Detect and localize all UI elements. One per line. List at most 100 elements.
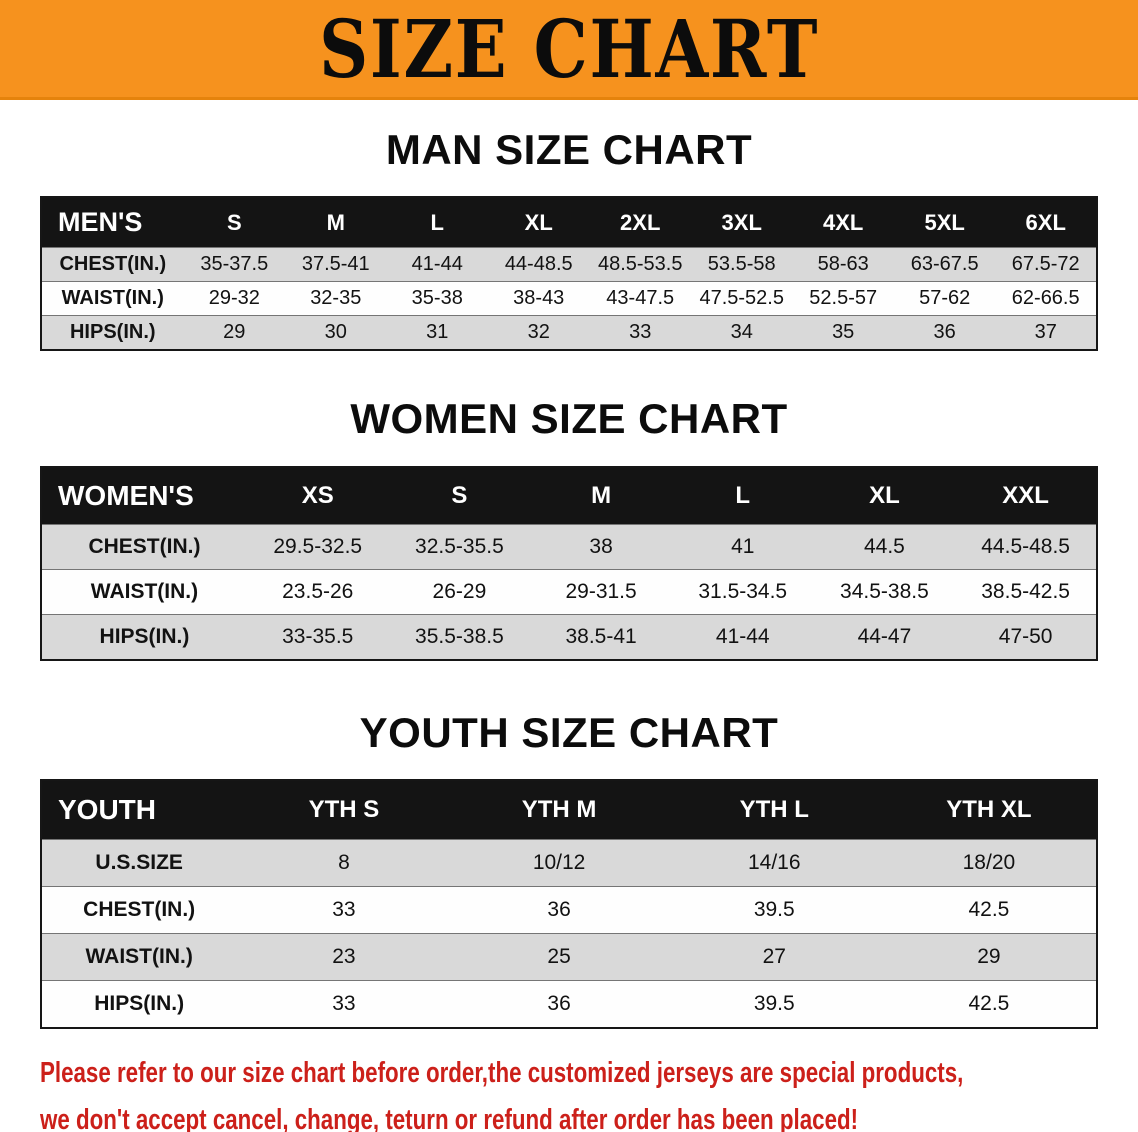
size-column-header: L [386,197,488,248]
size-column-header: YTH L [666,779,882,840]
size-value: 35-37.5 [200,253,269,276]
women-size-table: WOMEN'S XS S M L XL XXL CHEST(IN.) 29.5-32.5 32.5… [40,465,1098,661]
size-column-header: XS [246,466,389,525]
size-value: 10/12 [532,850,586,874]
size-value: 62-66.5 [1011,287,1080,310]
size-value: 26-29 [432,579,487,603]
measurement-label: HIPS(IN.) [99,624,190,648]
table-group-label: WOMEN'S [41,466,247,525]
size-value: 53.5-58 [707,253,776,276]
table-head: YOUTH YTH S YTH M YTH L YTH XL [41,779,1097,840]
size-value: 14/16 [747,850,801,874]
size-value: 38 [589,534,613,558]
table-body: CHEST(IN.) 29.5-32.5 32.5-35.5 38 41 44.5 44.5… [41,524,1097,660]
size-column-header: M [530,466,672,525]
size-column-header: S [388,466,531,525]
size-value: 25 [547,944,571,968]
size-chart-banner: SIZE CHART [0,0,1138,100]
size-column-header: XL [813,466,956,525]
size-value: 33 [332,897,356,921]
size-column-header: YTH XL [881,779,1097,840]
youth-size-table: YOUTH YTH S YTH M YTH L YTH XL U.S.SIZE 8 10/12… [40,778,1098,1029]
table-header-row: YOUTH YTH S YTH M YTH L YTH XL [41,779,1097,840]
size-value: 48.5-53.5 [597,253,683,276]
order-notice: Please refer to our size chart before or… [40,1055,1138,1132]
size-value: 47.5-52.5 [699,287,784,310]
size-column-header: 3XL [690,197,793,248]
measurement-label: HIPS(IN.) [94,991,185,1015]
size-value: 47-50 [998,624,1053,648]
measurement-row: WAIST(IN.) 23.5-26 26-29 29-31.5 31.5-34.5 34… [41,569,1097,615]
measurement-row: CHEST(IN.) 35-37.5 37.5-41 41-44 44-48.5 48.5… [41,247,1097,282]
men-size-section: MAN SIZE CHART MEN'S S M L XL 2XL 3XL 4XL 5XL 6XL… [0,100,1138,352]
size-value: 31.5-34.5 [698,579,788,603]
measurement-label: CHEST(IN.) [88,534,201,558]
size-value: 30 [324,321,347,344]
size-column-header: YTH S [236,779,452,840]
size-value: 37.5-41 [301,253,370,276]
size-value: 41 [731,534,755,558]
measurement-row: HIPS(IN.) 33 36 39.5 42.5 [41,980,1097,1028]
size-value: 42.5 [968,897,1010,921]
table-header-row: WOMEN'S XS S M L XL XXL [41,466,1097,525]
size-column-header: 4XL [792,197,894,248]
size-column-header: XL [488,197,590,248]
size-value: 36 [547,897,571,921]
measurement-label: CHEST(IN.) [83,897,196,921]
size-value: 38-43 [513,287,565,310]
youth-section-title: YOUTH SIZE CHART [359,708,779,756]
women-size-section: WOMEN SIZE CHART WOMEN'S XS S M L XL XXL CHEST(… [0,351,1138,661]
size-value: 39.5 [753,897,795,921]
size-value: 23.5-26 [282,579,354,603]
size-value: 33-35.5 [282,624,354,648]
size-column-header: S [183,197,286,248]
table-body: U.S.SIZE 8 10/12 14/16 18/20 CHEST(IN.) 33 36 39… [41,839,1097,1028]
table-head: MEN'S S M L XL 2XL 3XL 4XL 5XL 6XL [41,197,1097,248]
size-value: 35-38 [411,287,463,310]
size-value: 32-35 [310,287,362,310]
size-column-header: 5XL [893,197,996,248]
size-value: 39.5 [753,991,795,1015]
youth-size-section: YOUTH SIZE CHART YOUTH YTH S YTH M YTH L YTH… [0,661,1138,1029]
size-value: 44.5-48.5 [981,534,1070,558]
size-value: 34 [730,321,753,344]
size-value: 32 [527,321,550,344]
size-value: 29 [977,944,1001,968]
size-value: 33 [332,991,356,1015]
notice-line-2: we don't accept cancel, change, teturn o… [40,1103,859,1132]
size-value: 29-31.5 [565,579,637,603]
table-body: CHEST(IN.) 35-37.5 37.5-41 41-44 44-48.5 48.5… [41,247,1097,351]
size-value: 35.5-38.5 [415,624,504,648]
size-value: 44-47 [857,624,912,648]
size-value: 8 [338,850,350,874]
size-column-header: L [671,466,814,525]
table-group-label: YOUTH [41,779,237,840]
men-size-table: MEN'S S M L XL 2XL 3XL 4XL 5XL 6XL CHEST(IN.) 35-37… [40,196,1098,352]
size-column-header: YTH M [451,779,667,840]
size-value: 44-48.5 [504,253,573,276]
size-value: 41-44 [715,624,770,648]
measurement-row: WAIST(IN.) 23 25 27 29 [41,933,1097,981]
measurement-label: U.S.SIZE [95,850,183,874]
size-value: 29-32 [208,287,260,310]
measurement-label: WAIST(IN.) [90,579,199,603]
size-value: 43-47.5 [606,287,675,310]
measurement-row: WAIST(IN.) 29-32 32-35 35-38 38-43 43-47.5 47.… [41,281,1097,316]
banner-title: SIZE CHART [318,1,820,96]
size-value: 57-62 [919,287,971,310]
size-value: 29.5-32.5 [273,534,363,558]
women-section-title: WOMEN SIZE CHART [350,395,788,443]
size-value: 63-67.5 [910,253,979,276]
measurement-row: CHEST(IN.) 29.5-32.5 32.5-35.5 38 41 44.5 44.5… [41,524,1097,570]
table-header-row: MEN'S S M L XL 2XL 3XL 4XL 5XL 6XL [41,197,1097,248]
size-value: 32.5-35.5 [415,534,504,558]
size-value: 27 [762,944,786,968]
table-group-label: MEN'S [41,197,184,248]
men-section-title: MAN SIZE CHART [385,126,753,173]
size-value: 31 [426,321,449,344]
measurement-row: HIPS(IN.) 33-35.5 35.5-38.5 38.5-41 41-44 44-… [41,614,1097,660]
measurement-row: CHEST(IN.) 33 36 39.5 42.5 [41,886,1097,934]
size-value: 37 [1034,321,1057,344]
size-value: 44.5 [863,534,905,558]
